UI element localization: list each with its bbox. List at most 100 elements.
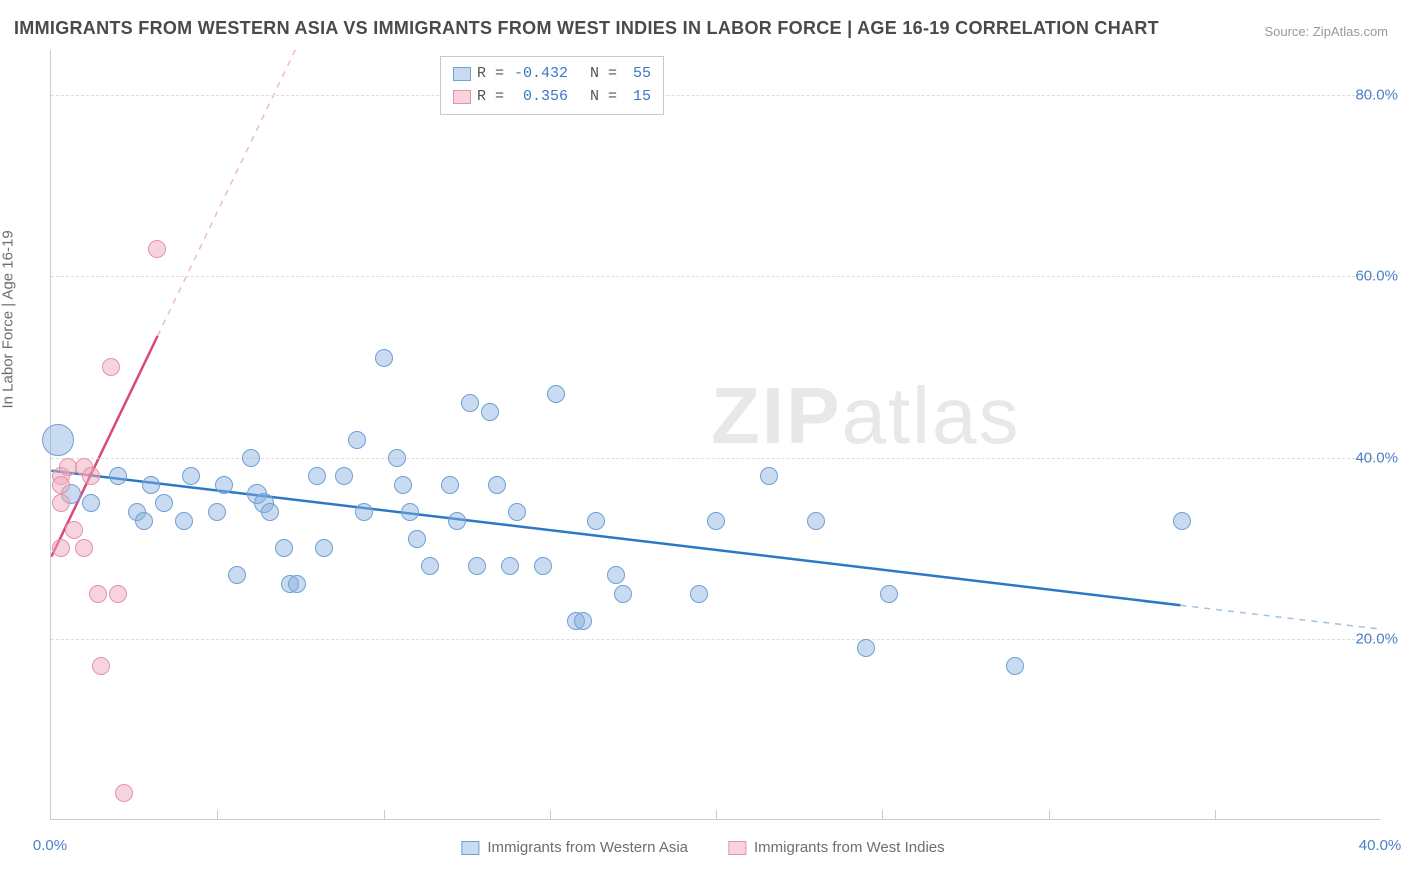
scatter-point — [288, 575, 306, 593]
scatter-point — [261, 503, 279, 521]
scatter-point — [135, 512, 153, 530]
legend-item: Immigrants from Western Asia — [461, 839, 688, 856]
y-tick-label: 40.0% — [1355, 449, 1398, 466]
scatter-point — [89, 585, 107, 603]
scatter-point — [52, 494, 70, 512]
scatter-point — [857, 639, 875, 657]
scatter-point — [355, 503, 373, 521]
gridline-vertical — [716, 810, 717, 820]
scatter-point — [82, 494, 100, 512]
scatter-point — [461, 394, 479, 412]
scatter-point — [408, 530, 426, 548]
scatter-point — [468, 557, 486, 575]
trendline-dashed — [1180, 605, 1379, 629]
legend-label: Immigrants from West Indies — [754, 839, 945, 856]
gridline-horizontal — [51, 276, 1380, 277]
scatter-point — [375, 349, 393, 367]
scatter-point — [42, 424, 74, 456]
legend-item: Immigrants from West Indies — [728, 839, 945, 856]
scatter-point — [481, 403, 499, 421]
scatter-point — [501, 557, 519, 575]
watermark: ZIPatlas — [711, 370, 1020, 462]
stats-n-label: N = — [590, 86, 617, 109]
scatter-point — [421, 557, 439, 575]
chart-title: IMMIGRANTS FROM WESTERN ASIA VS IMMIGRAN… — [14, 18, 1159, 39]
scatter-point — [574, 612, 592, 630]
scatter-point — [102, 358, 120, 376]
stats-r-value: 0.356 — [510, 86, 568, 109]
stats-r-value: -0.432 — [510, 63, 568, 86]
scatter-point — [448, 512, 466, 530]
gridline-vertical — [550, 810, 551, 820]
scatter-point — [807, 512, 825, 530]
scatter-point — [707, 512, 725, 530]
scatter-point — [208, 503, 226, 521]
scatter-point — [1173, 512, 1191, 530]
gridline-horizontal — [51, 639, 1380, 640]
y-tick-label: 20.0% — [1355, 630, 1398, 647]
gridline-horizontal — [51, 95, 1380, 96]
scatter-point — [308, 467, 326, 485]
scatter-point — [534, 557, 552, 575]
stats-row: R = -0.432 N = 55 — [453, 63, 651, 86]
scatter-point — [242, 449, 260, 467]
scatter-point — [315, 539, 333, 557]
scatter-point — [52, 539, 70, 557]
stats-r-label: R = — [477, 86, 504, 109]
chart-area: ZIPatlas — [50, 50, 1380, 820]
stats-row: R = 0.356 N = 15 — [453, 86, 651, 109]
legend-label: Immigrants from Western Asia — [487, 839, 688, 856]
x-tick-label: 0.0% — [33, 837, 67, 854]
scatter-point — [388, 449, 406, 467]
scatter-point — [109, 585, 127, 603]
legend-bottom: Immigrants from Western Asia Immigrants f… — [461, 839, 944, 856]
stats-n-value: 55 — [623, 63, 651, 86]
scatter-point — [275, 539, 293, 557]
scatter-point — [148, 240, 166, 258]
gridline-vertical — [1215, 810, 1216, 820]
scatter-point — [182, 467, 200, 485]
gridline-vertical — [1049, 810, 1050, 820]
scatter-point — [92, 657, 110, 675]
scatter-point — [441, 476, 459, 494]
x-tick-label: 40.0% — [1359, 837, 1402, 854]
trend-lines-svg — [51, 50, 1380, 819]
scatter-point — [142, 476, 160, 494]
gridline-vertical — [882, 810, 883, 820]
scatter-point — [401, 503, 419, 521]
scatter-point — [614, 585, 632, 603]
y-tick-label: 80.0% — [1355, 87, 1398, 104]
stats-swatch — [453, 67, 471, 81]
stats-box: R = -0.432 N = 55 R = 0.356 N = 15 — [440, 56, 664, 115]
stats-r-label: R = — [477, 63, 504, 86]
legend-swatch — [728, 841, 746, 855]
scatter-point — [109, 467, 127, 485]
scatter-point — [59, 458, 77, 476]
scatter-point — [880, 585, 898, 603]
scatter-point — [348, 431, 366, 449]
stats-n-label: N = — [590, 63, 617, 86]
scatter-point — [215, 476, 233, 494]
scatter-point — [335, 467, 353, 485]
legend-swatch — [461, 841, 479, 855]
scatter-point — [52, 476, 70, 494]
scatter-point — [115, 784, 133, 802]
scatter-point — [175, 512, 193, 530]
gridline-vertical — [217, 810, 218, 820]
scatter-point — [488, 476, 506, 494]
scatter-point — [82, 467, 100, 485]
scatter-point — [394, 476, 412, 494]
scatter-point — [75, 539, 93, 557]
scatter-point — [65, 521, 83, 539]
stats-swatch — [453, 90, 471, 104]
gridline-vertical — [384, 810, 385, 820]
scatter-point — [587, 512, 605, 530]
y-axis-label: In Labor Force | Age 16-19 — [0, 230, 17, 408]
scatter-point — [1006, 657, 1024, 675]
scatter-point — [760, 467, 778, 485]
stats-n-value: 15 — [623, 86, 651, 109]
scatter-point — [607, 566, 625, 584]
scatter-point — [690, 585, 708, 603]
y-tick-label: 60.0% — [1355, 268, 1398, 285]
scatter-point — [508, 503, 526, 521]
